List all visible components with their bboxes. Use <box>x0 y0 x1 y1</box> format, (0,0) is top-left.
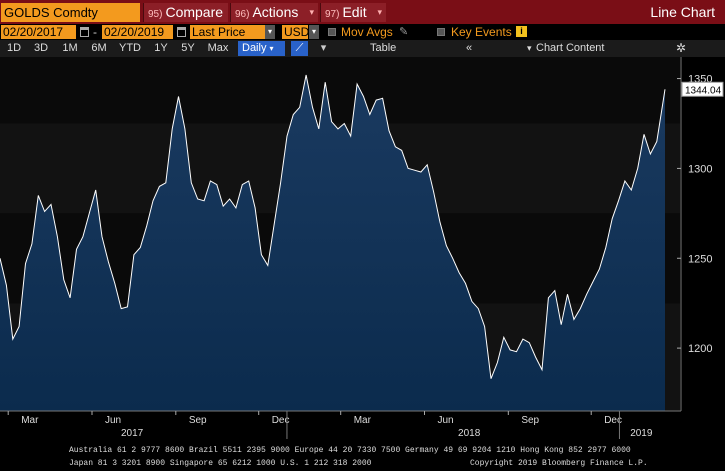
range-1d[interactable]: 1D <box>6 42 22 54</box>
edit-button[interactable]: 97) Edit ▾ <box>320 3 386 22</box>
x-tick-label: Mar <box>354 415 372 426</box>
y-tick-label: 1200 <box>688 343 712 355</box>
mov-avgs-checkbox[interactable] <box>328 28 336 36</box>
price-line <box>0 74 666 379</box>
chart-type-icon[interactable]: ▾ <box>320 42 327 54</box>
command-bar: GOLDS Comdty 95) Compare 96) Actions ▾ 97)… <box>0 0 725 24</box>
calendar-icon[interactable] <box>177 27 186 37</box>
footer: Australia 61 2 9777 8600 Brazil 5511 239… <box>0 442 725 471</box>
range-ytd[interactable]: YTD <box>119 42 141 54</box>
period-select[interactable]: Daily ▾ <box>238 41 285 56</box>
compare-label: Compare <box>165 4 224 20</box>
actions-label: Actions <box>252 4 299 20</box>
start-date-field[interactable]: 02/20/2017 <box>1 25 76 39</box>
x-tick-label: Jun <box>438 415 454 426</box>
range-toolbar: 1D 3D 1M 6M YTD 1Y 5Y Max Daily ▾ ⟋ ▾ Ta… <box>0 40 725 57</box>
compare-number: 95) <box>148 9 163 20</box>
range-1y[interactable]: 1Y <box>154 42 168 54</box>
last-price-tag <box>681 81 724 97</box>
key-events-label: Key Events <box>451 25 512 39</box>
x-tick-label: Jun <box>105 415 121 426</box>
page-title: Line Chart <box>650 4 715 20</box>
key-events-checkbox[interactable] <box>437 28 445 36</box>
range-1m[interactable]: 1M <box>62 42 78 54</box>
footer-contacts-line2: Japan 81 3 3201 8900 Singapore 65 6212 1… <box>69 459 372 468</box>
line-chart-icon[interactable]: ⟋ <box>291 41 308 56</box>
chevron-down-icon[interactable]: ▾ <box>527 43 532 53</box>
price-area <box>0 75 665 411</box>
year-label: 2017 <box>121 428 144 439</box>
range-max[interactable]: Max <box>207 42 229 54</box>
table-button[interactable]: Table <box>370 42 397 54</box>
x-tick-label: Sep <box>521 415 539 426</box>
x-tick-label: Dec <box>272 415 290 426</box>
chevron-down-icon: ▾ <box>377 7 382 17</box>
pencil-icon[interactable]: ✎ <box>399 26 409 38</box>
last-price-label: 1344.04 <box>685 85 722 96</box>
compare-button[interactable]: 95) Compare <box>143 3 228 22</box>
range-6m[interactable]: 6M <box>91 42 107 54</box>
collapse-icon[interactable]: « <box>466 42 473 54</box>
chevron-down-icon: ▾ <box>269 44 274 53</box>
y-tick-label: 1300 <box>688 163 712 175</box>
date-separator: - <box>93 25 97 39</box>
x-tick-label: Sep <box>189 415 207 426</box>
price-chart[interactable]: 1200 1250 1300 1350 1344.04 Mar Jun Sep Dec Mar Ju… <box>0 57 725 442</box>
range-5y[interactable]: 5Y <box>181 42 195 54</box>
edit-label: Edit <box>342 4 367 20</box>
year-label: 2018 <box>458 428 481 439</box>
grid-band <box>0 57 680 124</box>
chart-content-button[interactable]: Chart Content <box>536 42 605 54</box>
range-3d[interactable]: 3D <box>33 42 49 54</box>
actions-number: 96) <box>235 9 250 20</box>
year-label: 2019 <box>630 428 653 439</box>
chevron-down-icon[interactable]: ▾ <box>309 25 319 39</box>
x-tick-label: Mar <box>21 415 39 426</box>
actions-button[interactable]: 96) Actions ▾ <box>230 3 318 22</box>
edit-number: 97) <box>325 9 340 20</box>
y-tick-label: 1250 <box>688 253 712 265</box>
options-bar: 02/20/2017 - 02/20/2019 Last Price ▾ USD… <box>0 24 725 40</box>
chevron-down-icon: ▾ <box>309 7 314 17</box>
settings-icon[interactable]: ✲ <box>676 41 687 55</box>
footer-contacts-line1: Australia 61 2 9777 8600 Brazil 5511 239… <box>69 446 631 455</box>
info-icon[interactable]: i <box>516 26 527 37</box>
calendar-icon[interactable] <box>80 27 89 37</box>
currency-select[interactable]: USD <box>282 25 310 39</box>
period-label: Daily <box>242 42 267 54</box>
x-tick-label: Dec <box>604 415 622 426</box>
ticker-field[interactable]: GOLDS Comdty <box>1 3 140 22</box>
mov-avgs-label: Mov Avgs <box>341 25 393 39</box>
price-field-select[interactable]: Last Price <box>190 25 265 39</box>
copyright: Copyright 2019 Bloomberg Finance L.P. <box>470 459 648 468</box>
end-date-field[interactable]: 02/20/2019 <box>102 25 173 39</box>
chevron-down-icon[interactable]: ▾ <box>265 25 275 39</box>
